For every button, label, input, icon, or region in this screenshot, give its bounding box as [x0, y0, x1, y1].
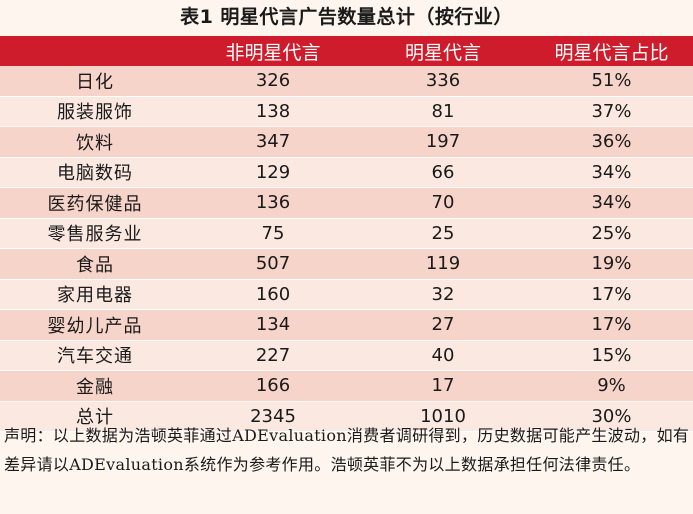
non-celebrity-cell: 166 — [190, 370, 356, 402]
industry-cell: 饮料 — [0, 126, 190, 158]
celebrity-cell: 336 — [356, 66, 530, 97]
celebrity-ad-table: 非明星代言 明星代言 明星代言占比 日化 326 336 51% 服装服饰 138 81 37… — [0, 36, 693, 432]
share-cell: 51% — [530, 66, 693, 97]
industry-cell: 医药保健品 — [0, 187, 190, 219]
celebrity-cell: 81 — [356, 96, 530, 127]
table-title: 表1 明星代言广告数量总计（按行业） — [180, 6, 513, 28]
celebrity-cell: 66 — [356, 157, 530, 188]
non-celebrity-cell: 2345 — [190, 401, 356, 432]
table-row: 零售服务业 75 25 25% — [0, 218, 693, 249]
industry-cell: 电脑数码 — [0, 157, 190, 188]
share-cell: 34% — [530, 157, 693, 188]
non-celebrity-cell: 134 — [190, 309, 356, 341]
header-non-celebrity: 非明星代言 — [190, 36, 356, 66]
share-cell: 37% — [530, 96, 693, 127]
header-celebrity: 明星代言 — [356, 36, 530, 66]
table-row: 日化 326 336 51% — [0, 66, 693, 97]
celebrity-cell: 119 — [356, 248, 530, 280]
share-cell: 9% — [530, 370, 693, 402]
table-row: 金融 166 17 9% — [0, 370, 693, 402]
industry-cell: 日化 — [0, 66, 190, 97]
table-row: 家用电器 160 32 17% — [0, 279, 693, 310]
header-industry — [0, 36, 190, 66]
non-celebrity-cell: 326 — [190, 66, 356, 97]
share-cell: 19% — [530, 248, 693, 280]
header-celebrity-share: 明星代言占比 — [530, 36, 693, 66]
celebrity-cell: 197 — [356, 126, 530, 158]
table-header-row: 非明星代言 明星代言 明星代言占比 — [0, 36, 693, 66]
celebrity-cell: 17 — [356, 370, 530, 402]
celebrity-cell: 27 — [356, 309, 530, 341]
industry-cell: 汽车交通 — [0, 340, 190, 371]
table-row: 医药保健品 136 70 34% — [0, 187, 693, 219]
table-row: 食品 507 119 19% — [0, 248, 693, 280]
non-celebrity-cell: 138 — [190, 96, 356, 127]
non-celebrity-cell: 507 — [190, 248, 356, 280]
table-row: 服装服饰 138 81 37% — [0, 96, 693, 127]
celebrity-cell: 40 — [356, 340, 530, 371]
non-celebrity-cell: 136 — [190, 187, 356, 219]
table-body: 日化 326 336 51% 服装服饰 138 81 37% 饮料 347 197 36% 电脑数码 12… — [0, 66, 693, 432]
share-cell: 17% — [530, 279, 693, 310]
industry-cell: 食品 — [0, 248, 190, 280]
table-row: 饮料 347 197 36% — [0, 126, 693, 158]
celebrity-cell: 25 — [356, 218, 530, 249]
share-cell: 36% — [530, 126, 693, 158]
disclaimer-note: 声明：以上数据为浩顿英菲通过ADEvaluation消费者调研得到，历史数据可能… — [4, 426, 690, 474]
share-cell: 30% — [530, 401, 693, 432]
share-cell: 15% — [530, 340, 693, 371]
non-celebrity-cell: 347 — [190, 126, 356, 158]
share-cell: 25% — [530, 218, 693, 249]
table-row: 总计 2345 1010 30% — [0, 401, 693, 432]
industry-cell: 零售服务业 — [0, 218, 190, 249]
non-celebrity-cell: 129 — [190, 157, 356, 188]
celebrity-cell: 32 — [356, 279, 530, 310]
share-cell: 17% — [530, 309, 693, 341]
table-row: 汽车交通 227 40 15% — [0, 340, 693, 371]
celebrity-cell: 1010 — [356, 401, 530, 432]
industry-cell: 服装服饰 — [0, 96, 190, 127]
celebrity-cell: 70 — [356, 187, 530, 219]
non-celebrity-cell: 160 — [190, 279, 356, 310]
table-row: 婴幼儿产品 134 27 17% — [0, 309, 693, 341]
industry-cell: 婴幼儿产品 — [0, 309, 190, 341]
non-celebrity-cell: 227 — [190, 340, 356, 371]
table-row: 电脑数码 129 66 34% — [0, 157, 693, 188]
share-cell: 34% — [530, 187, 693, 219]
industry-cell: 金融 — [0, 370, 190, 402]
industry-cell: 家用电器 — [0, 279, 190, 310]
non-celebrity-cell: 75 — [190, 218, 356, 249]
industry-cell: 总计 — [0, 401, 190, 432]
